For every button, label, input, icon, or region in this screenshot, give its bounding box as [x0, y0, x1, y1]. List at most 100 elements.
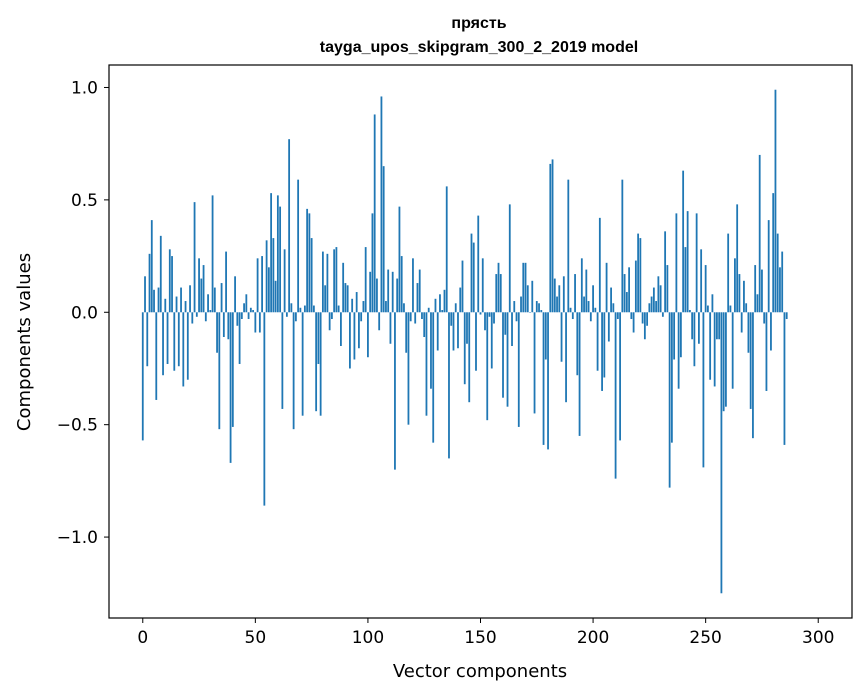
- bar-199: [589, 312, 592, 322]
- bar-204: [601, 312, 603, 391]
- bar-205: [603, 312, 606, 378]
- bar-101: [369, 271, 372, 313]
- bar-173: [531, 280, 534, 313]
- bar-44: [240, 312, 243, 320]
- bar-18: [182, 312, 185, 387]
- bar-187: [562, 276, 565, 313]
- bar-19: [184, 301, 187, 313]
- bar-161: [504, 312, 507, 335]
- bar-145: [468, 312, 471, 403]
- bar-193: [576, 312, 579, 376]
- bar-269: [747, 312, 750, 353]
- bar-245: [693, 312, 696, 367]
- bar-4: [150, 220, 153, 313]
- bar-111: [391, 271, 394, 313]
- bar-56: [267, 267, 270, 313]
- bar-253: [711, 294, 714, 313]
- bar-54: [263, 312, 266, 506]
- bar-162: [506, 312, 509, 407]
- bar-121: [414, 312, 417, 324]
- bar-196: [583, 296, 585, 313]
- bar-258: [722, 312, 725, 412]
- bar-179: [544, 312, 547, 360]
- bar-2: [146, 312, 149, 367]
- bar-152: [484, 312, 486, 331]
- bar-66: [290, 303, 293, 313]
- bar-64: [285, 312, 288, 317]
- bar-174: [533, 312, 536, 414]
- bar-90: [344, 283, 347, 313]
- bar-197: [585, 269, 588, 313]
- bar-92: [349, 312, 351, 369]
- bar-103: [373, 114, 376, 313]
- bar-70: [299, 307, 302, 313]
- bar-270: [749, 312, 752, 409]
- bar-33: [216, 312, 218, 353]
- bar-113: [396, 278, 399, 313]
- bar-159: [499, 274, 502, 313]
- bar-60: [276, 195, 279, 313]
- bar-16: [177, 312, 180, 367]
- x-tick-label: 0: [137, 628, 148, 648]
- y-tick-label: 1.0: [71, 78, 98, 98]
- bar-62: [281, 312, 284, 409]
- bar-136: [448, 312, 450, 459]
- bar-219: [634, 260, 637, 313]
- bar-176: [538, 303, 540, 313]
- bar-20: [186, 312, 189, 380]
- bar-8: [159, 235, 162, 313]
- bar-55: [265, 240, 268, 313]
- bar-21: [189, 285, 191, 313]
- bar-85: [333, 249, 336, 313]
- bar-165: [513, 301, 516, 313]
- bar-3: [148, 253, 151, 313]
- bar-25: [198, 258, 200, 313]
- bar-7: [157, 287, 160, 313]
- bar-237: [675, 213, 678, 313]
- bar-115: [400, 256, 403, 313]
- bar-69: [297, 179, 300, 313]
- bar-231: [661, 312, 664, 317]
- bar-283: [779, 267, 781, 313]
- bar-94: [353, 312, 356, 360]
- bar-255: [716, 312, 718, 340]
- bar-137: [450, 312, 453, 326]
- bar-17: [180, 287, 182, 313]
- bar-180: [547, 312, 549, 450]
- bar-38: [227, 312, 230, 340]
- chart-title-line1: прясть: [451, 15, 506, 32]
- bar-45: [243, 303, 245, 313]
- x-tick-label: 250: [689, 628, 721, 648]
- bar-133: [441, 310, 444, 313]
- bar-280: [772, 193, 775, 313]
- bar-76: [312, 305, 315, 313]
- bar-241: [684, 247, 687, 313]
- bar-6: [155, 312, 158, 400]
- bar-91: [346, 285, 349, 313]
- bar-182: [551, 159, 554, 313]
- bar-254: [713, 312, 716, 387]
- bar-150: [479, 312, 482, 315]
- bar-189: [567, 179, 570, 313]
- bar-89: [342, 262, 345, 313]
- bar-58: [272, 238, 275, 313]
- bar-100: [367, 312, 369, 358]
- bar-209: [612, 303, 615, 313]
- bar-52: [258, 312, 261, 333]
- bar-153: [486, 312, 489, 421]
- bar-188: [565, 312, 567, 403]
- bar-217: [630, 312, 633, 320]
- bar-77: [315, 312, 318, 412]
- bar-239: [679, 312, 682, 358]
- bar-233: [666, 265, 669, 313]
- bar-194: [578, 312, 581, 436]
- bar-73: [306, 208, 309, 313]
- bar-123: [418, 269, 421, 313]
- bar-177: [540, 310, 543, 313]
- bar-14: [173, 312, 176, 371]
- bar-160: [502, 312, 504, 398]
- bar-166: [515, 312, 518, 322]
- bar-238: [677, 312, 680, 389]
- bar-243: [688, 310, 691, 313]
- bar-143: [463, 312, 466, 385]
